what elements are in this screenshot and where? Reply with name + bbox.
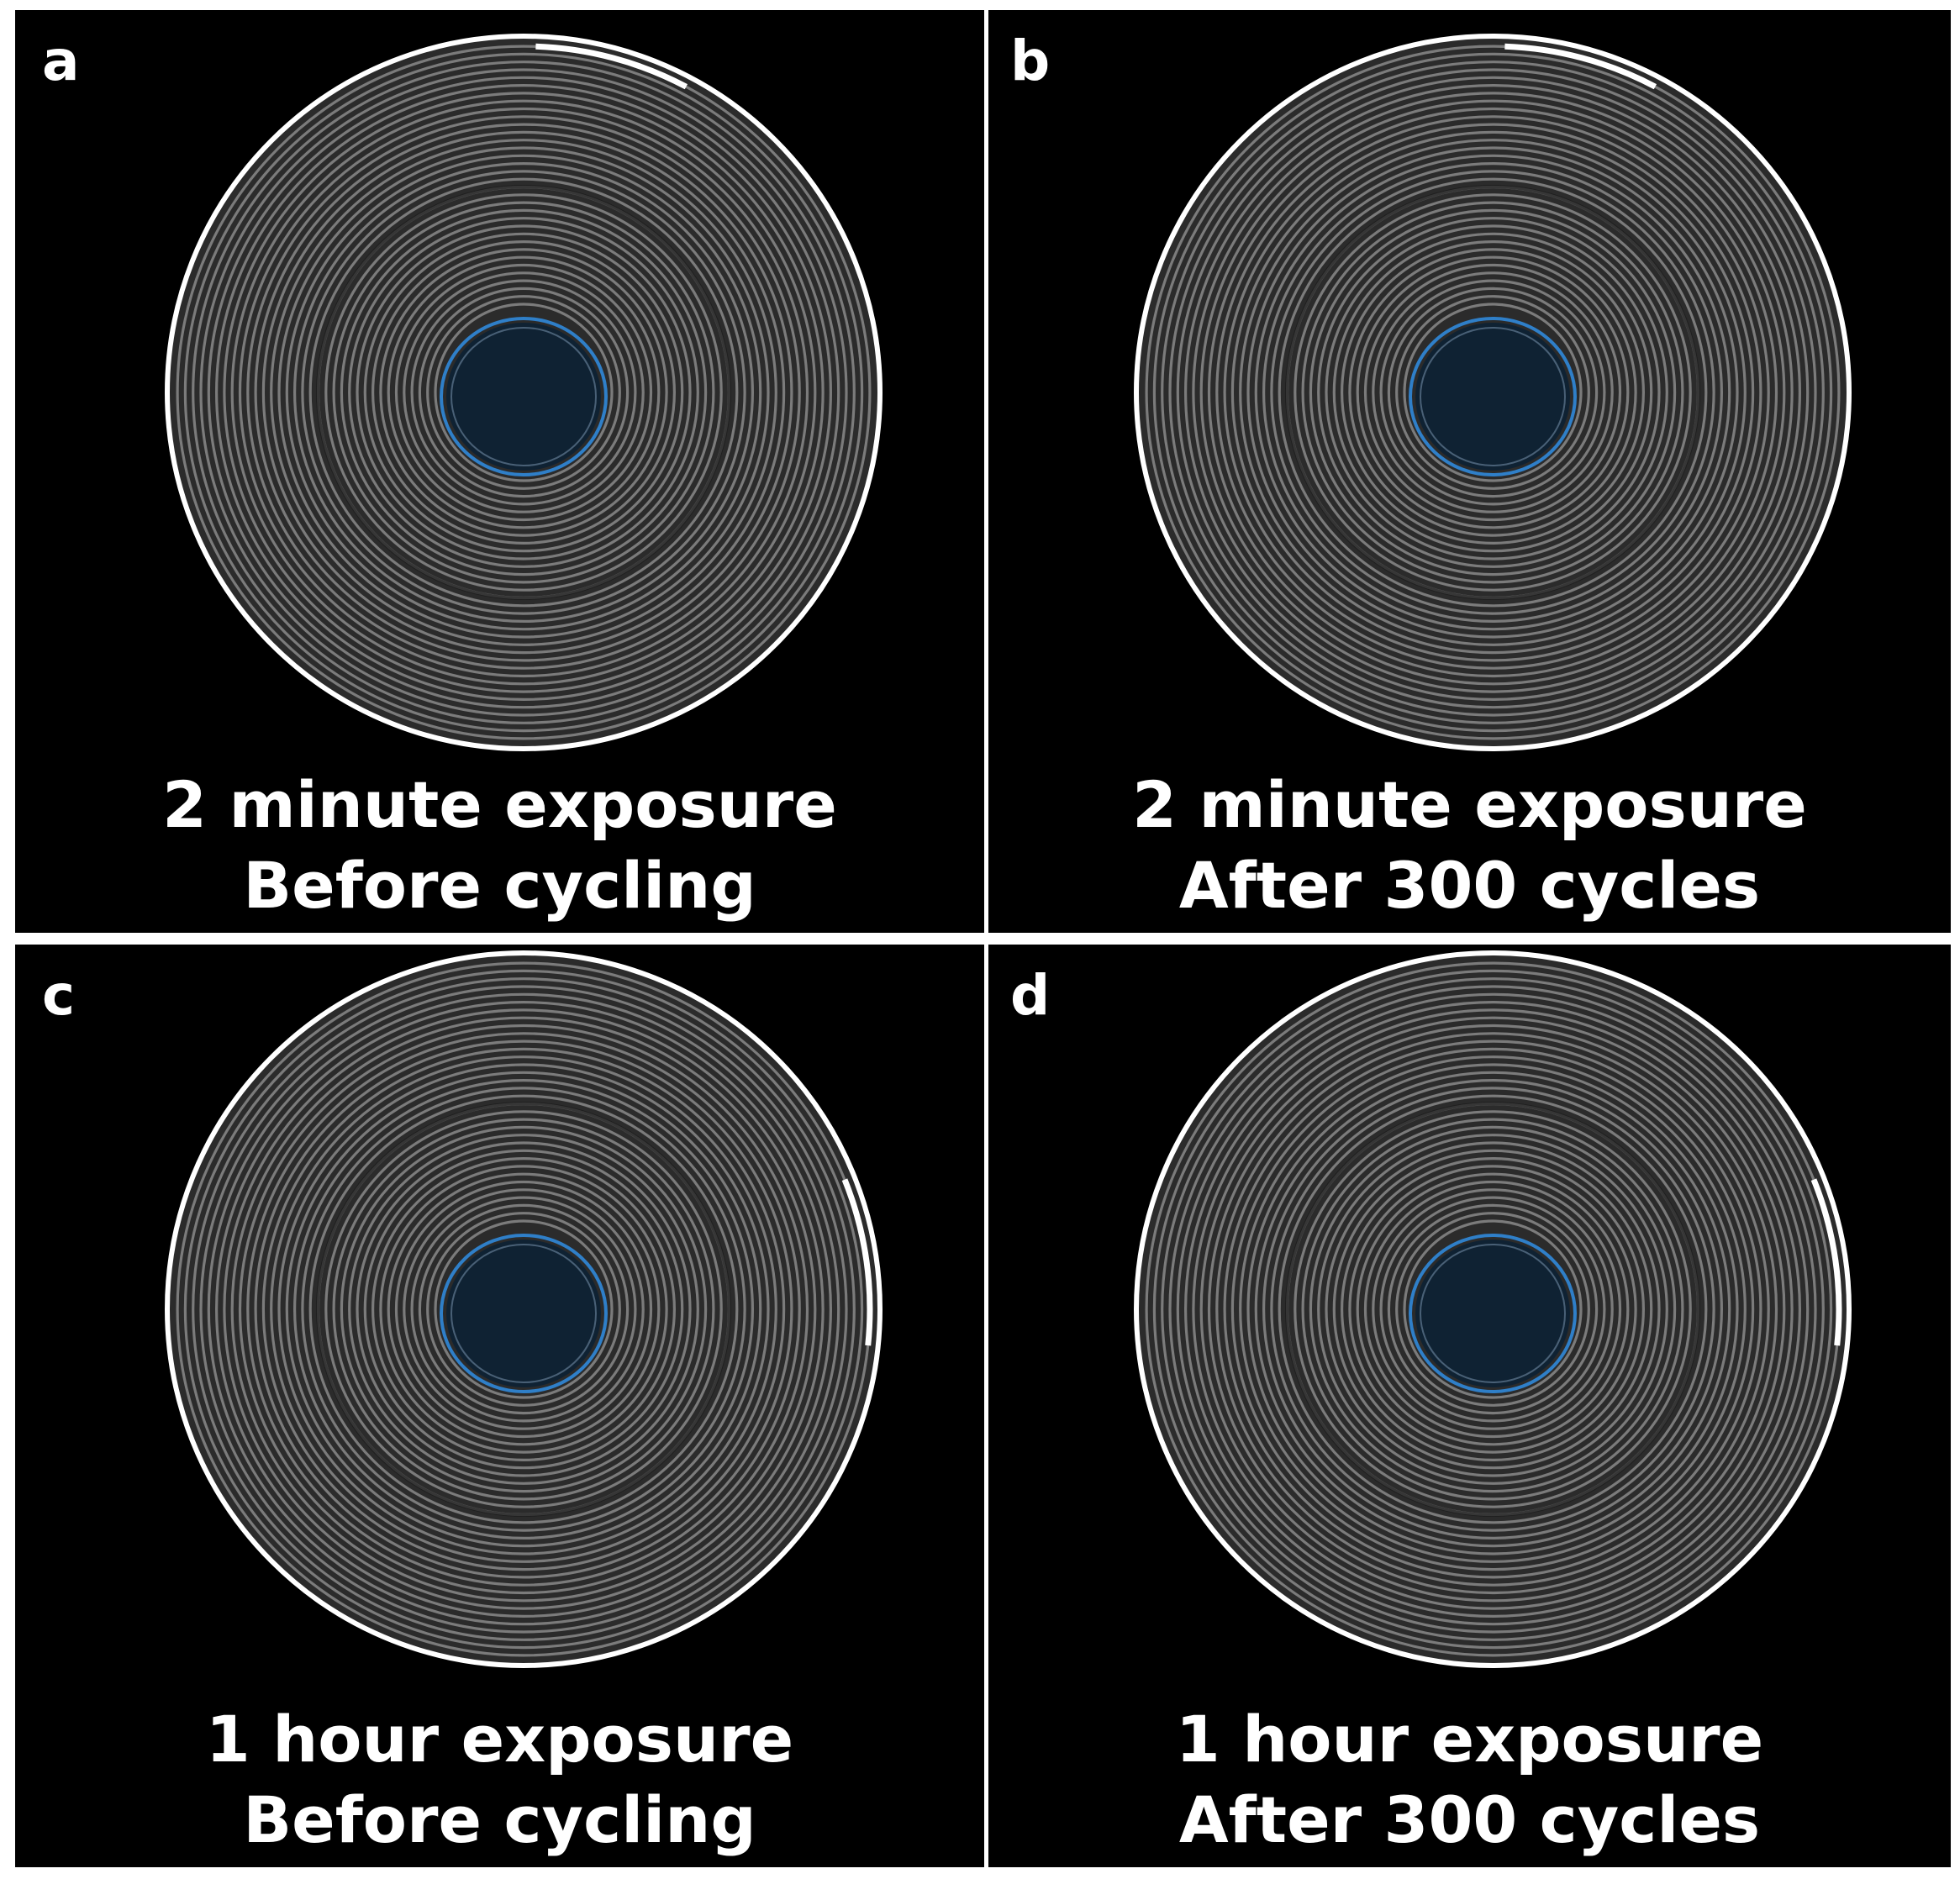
panel-letter: b xyxy=(1010,29,1051,93)
outer-can xyxy=(165,950,883,1668)
caption-exposure: 2 minute exposure xyxy=(162,767,837,842)
core-outline xyxy=(440,317,608,476)
ct-scan-image xyxy=(1134,34,1852,751)
core-region xyxy=(446,1240,601,1387)
core-outline xyxy=(440,1234,608,1393)
tab-segment xyxy=(841,1178,873,1346)
caption-condition: Before cycling xyxy=(243,1782,756,1857)
caption-exposure: 1 hour exposure xyxy=(205,1702,794,1776)
caption-condition: After 300 cycles xyxy=(1178,848,1761,923)
core-region xyxy=(1415,323,1570,471)
caption-exposure: 1 hour exposure xyxy=(1175,1702,1764,1776)
panel-letter: d xyxy=(1010,963,1051,1028)
outer-can xyxy=(1134,950,1852,1668)
caption-exposure: 2 minute exposure xyxy=(1132,767,1807,842)
caption-condition: Before cycling xyxy=(243,848,756,923)
panel-d: d 1 hour exposure After 300 cycles xyxy=(988,945,1951,1867)
panel-c: c 1 hour exposure Before cycling xyxy=(15,945,984,1867)
core-outline xyxy=(1409,1234,1577,1393)
tab-segment xyxy=(1810,1178,1842,1346)
ct-scan-image xyxy=(165,950,883,1668)
ct-scan-image xyxy=(165,34,883,751)
core-region xyxy=(446,323,601,471)
core-outline xyxy=(1409,317,1577,476)
ct-scan-image xyxy=(1134,950,1852,1668)
tab-segment xyxy=(535,43,688,90)
panel-letter: a xyxy=(42,29,80,93)
outer-can xyxy=(1134,34,1852,751)
outer-can xyxy=(165,34,883,751)
core-region xyxy=(1415,1240,1570,1387)
winding-layers xyxy=(176,961,872,1657)
caption-condition: After 300 cycles xyxy=(1178,1782,1761,1857)
panel-b: b 2 minute exposure After 300 cycles xyxy=(988,10,1951,933)
tab-segment xyxy=(1504,43,1657,90)
panel-a: a 2 minute exposure Before cycling xyxy=(15,10,984,933)
winding-layers xyxy=(1145,45,1841,740)
panel-letter: c xyxy=(42,963,76,1028)
